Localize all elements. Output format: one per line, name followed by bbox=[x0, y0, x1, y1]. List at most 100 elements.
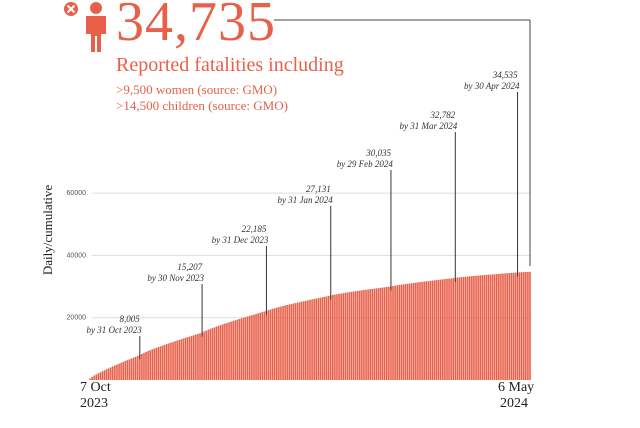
bar bbox=[224, 323, 226, 380]
bar bbox=[317, 298, 320, 380]
bar bbox=[170, 342, 172, 380]
bar bbox=[406, 283, 409, 380]
bar bbox=[427, 281, 430, 380]
annotation-date: by 30 Apr 2024 bbox=[464, 81, 520, 91]
bar bbox=[130, 358, 133, 380]
bar bbox=[132, 357, 135, 380]
bar bbox=[431, 280, 434, 380]
bar bbox=[369, 289, 371, 380]
annotation-value: 15,207 bbox=[177, 262, 202, 272]
bar bbox=[190, 335, 193, 380]
bar bbox=[506, 273, 508, 380]
bar bbox=[336, 294, 338, 380]
bar bbox=[315, 298, 318, 380]
bar bbox=[462, 276, 465, 380]
bar bbox=[483, 275, 486, 380]
y-tick-label: 20000 bbox=[67, 315, 87, 322]
bar bbox=[325, 296, 328, 380]
bar bbox=[352, 291, 355, 380]
bar bbox=[321, 297, 324, 380]
bar bbox=[257, 313, 259, 380]
bar bbox=[516, 272, 519, 380]
bar bbox=[251, 315, 253, 380]
bar bbox=[400, 284, 403, 380]
bar bbox=[192, 335, 195, 380]
bar bbox=[421, 281, 423, 380]
bar bbox=[163, 344, 166, 380]
bar bbox=[518, 272, 521, 380]
annotation-value: 27,131 bbox=[306, 184, 331, 194]
bar bbox=[114, 365, 116, 380]
bar bbox=[332, 294, 334, 380]
bar bbox=[323, 296, 326, 380]
bar bbox=[415, 282, 417, 380]
close-icon[interactable] bbox=[64, 2, 78, 16]
bar bbox=[471, 276, 473, 380]
bar bbox=[313, 298, 315, 380]
bar bbox=[165, 344, 168, 380]
bar bbox=[93, 375, 95, 380]
bar bbox=[495, 274, 498, 380]
bar bbox=[522, 272, 525, 380]
bar bbox=[469, 276, 471, 380]
bar bbox=[184, 337, 187, 380]
bar bbox=[182, 338, 185, 380]
bar bbox=[120, 362, 122, 380]
bar bbox=[286, 305, 288, 380]
bar bbox=[350, 291, 353, 380]
annotation-value: 34,535 bbox=[492, 70, 518, 80]
bar bbox=[379, 287, 382, 380]
bar bbox=[263, 311, 266, 380]
bar bbox=[439, 279, 442, 380]
annotation-value: 8,005 bbox=[120, 314, 141, 324]
bar bbox=[346, 292, 349, 380]
bar bbox=[529, 271, 531, 380]
annotation-value: 22,185 bbox=[242, 224, 267, 234]
bar bbox=[373, 288, 376, 380]
bar bbox=[136, 355, 139, 380]
bar bbox=[139, 355, 141, 380]
bar bbox=[118, 363, 120, 380]
bar bbox=[450, 278, 452, 380]
bar bbox=[226, 322, 228, 380]
bar bbox=[155, 347, 158, 380]
bar bbox=[311, 299, 313, 380]
bar bbox=[298, 302, 301, 380]
bar bbox=[275, 307, 278, 380]
bar bbox=[126, 360, 129, 380]
bar bbox=[307, 300, 309, 380]
bar bbox=[240, 318, 243, 380]
bar bbox=[222, 324, 224, 380]
bar bbox=[261, 312, 264, 380]
bar bbox=[161, 345, 164, 380]
bar bbox=[112, 366, 114, 380]
bar bbox=[367, 289, 369, 380]
bar bbox=[267, 310, 270, 380]
bar bbox=[278, 307, 280, 380]
bar bbox=[207, 329, 210, 380]
bar bbox=[116, 364, 118, 380]
bar bbox=[498, 273, 500, 380]
bar bbox=[371, 288, 374, 380]
bar bbox=[354, 291, 357, 380]
bar bbox=[477, 275, 479, 380]
bar bbox=[412, 282, 415, 380]
bar bbox=[356, 290, 359, 380]
bar bbox=[433, 280, 436, 380]
bar bbox=[180, 339, 183, 380]
bar bbox=[122, 361, 125, 380]
bar bbox=[89, 378, 91, 380]
bar bbox=[479, 275, 481, 380]
women-count: >9,500 women (source: GMO) bbox=[116, 82, 278, 97]
bar bbox=[423, 281, 425, 380]
bar bbox=[398, 284, 401, 380]
bar bbox=[249, 315, 251, 380]
bar bbox=[91, 376, 93, 380]
bar bbox=[124, 361, 127, 380]
bar bbox=[410, 283, 413, 380]
total-fatalities: 34,735 bbox=[116, 0, 276, 53]
bar bbox=[209, 328, 212, 380]
y-tick-label: 60000 bbox=[67, 190, 87, 197]
bar bbox=[466, 276, 469, 380]
bar bbox=[402, 284, 405, 380]
